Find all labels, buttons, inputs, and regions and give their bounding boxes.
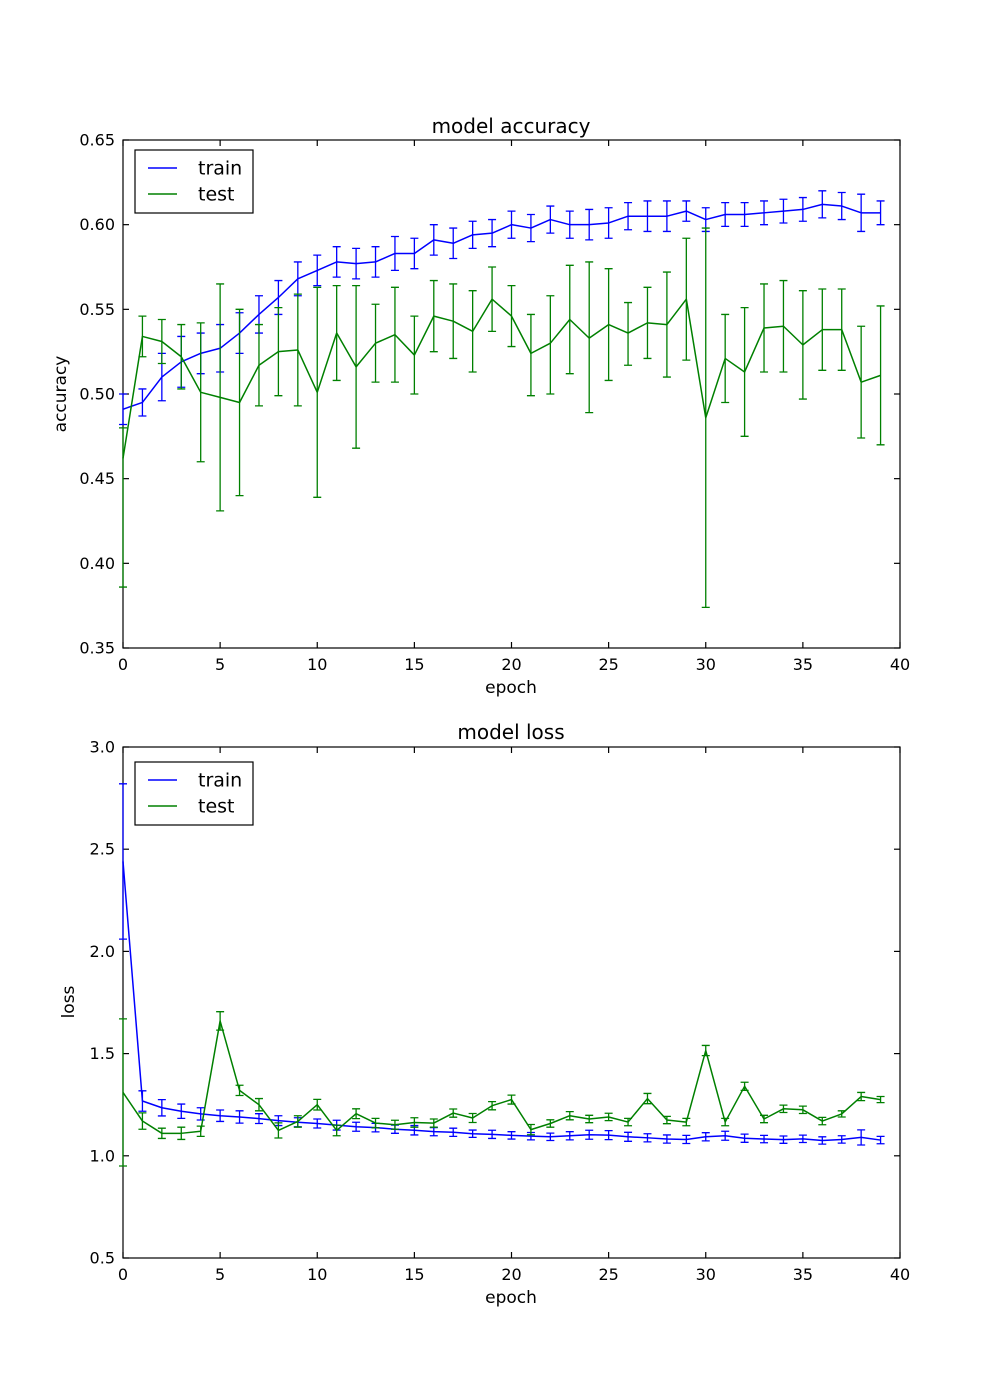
x-tick-label: 25 [598, 655, 618, 674]
y-tick-label: 0.5 [90, 1249, 115, 1268]
loss-plot: 0 5 10 15 20 25 30 35 40 0.5 1.0 1.5 2.0 2.5 3.0 [90, 738, 911, 1285]
x-tick-label: 15 [404, 1265, 424, 1284]
x-tick-label: 30 [696, 1265, 716, 1284]
train-line [122, 203, 881, 410]
y-tick-label: 0.60 [79, 215, 115, 234]
x-tick-label: 10 [307, 655, 327, 674]
y-tick-label: 2.0 [90, 942, 115, 961]
loss-plot-title: model loss [457, 720, 564, 744]
test-errorbars [119, 1011, 885, 1167]
accuracy-xaxis-label: epoch [485, 678, 537, 698]
x-tick-label: 40 [890, 655, 910, 674]
y-tick-label: 0.35 [79, 639, 115, 658]
x-tick-label: 20 [501, 655, 521, 674]
legend-box [134, 761, 254, 826]
y-tick-label: 0.40 [79, 554, 115, 573]
y-tick-label: 2.5 [90, 840, 115, 859]
train-line [122, 861, 881, 1142]
loss-xaxis-label: epoch [485, 1288, 537, 1308]
x-tick-label: 30 [696, 655, 716, 674]
legend-test-label: test [198, 184, 235, 206]
test-errorbars [119, 227, 885, 609]
legend-test-label: test [198, 796, 235, 818]
loss-legend: train test [134, 761, 254, 826]
accuracy-legend: train test [134, 149, 254, 214]
x-tick-label: 35 [793, 655, 813, 674]
x-tick-label: 5 [215, 655, 225, 674]
y-tick-label: 1.0 [90, 1146, 115, 1165]
x-tick-label: 0 [118, 1265, 128, 1284]
loss-yaxis-label: loss [59, 985, 79, 1018]
y-tick-label: 0.45 [79, 469, 115, 488]
accuracy-plot: 0 5 10 15 20 25 30 35 40 0.35 0.40 0.45 0.50 0.55 0.60… [79, 131, 910, 675]
x-tick-label: 5 [215, 1265, 225, 1284]
test-line [122, 298, 881, 459]
y-tick-label: 0.65 [79, 131, 115, 150]
y-tick-label: 1.5 [90, 1044, 115, 1063]
y-tick-label: 0.55 [79, 300, 115, 319]
x-tick-label: 35 [793, 1265, 813, 1284]
accuracy-yaxis-label: accuracy [51, 356, 71, 433]
x-tick-label: 25 [598, 1265, 618, 1284]
x-tick-label: 15 [404, 655, 424, 674]
y-tick-label: 0.50 [79, 385, 115, 404]
legend-box [134, 149, 254, 214]
x-tick-label: 20 [501, 1265, 521, 1284]
x-tick-label: 10 [307, 1265, 327, 1284]
train-errorbars [119, 783, 885, 1146]
test-line [122, 1020, 881, 1135]
accuracy-plot-title: model accuracy [432, 114, 591, 138]
y-tick-label: 3.0 [90, 738, 115, 757]
x-tick-label: 0 [118, 655, 128, 674]
x-tick-label: 40 [890, 1265, 910, 1284]
legend-train-label: train [198, 158, 242, 180]
legend-train-label: train [198, 770, 242, 792]
